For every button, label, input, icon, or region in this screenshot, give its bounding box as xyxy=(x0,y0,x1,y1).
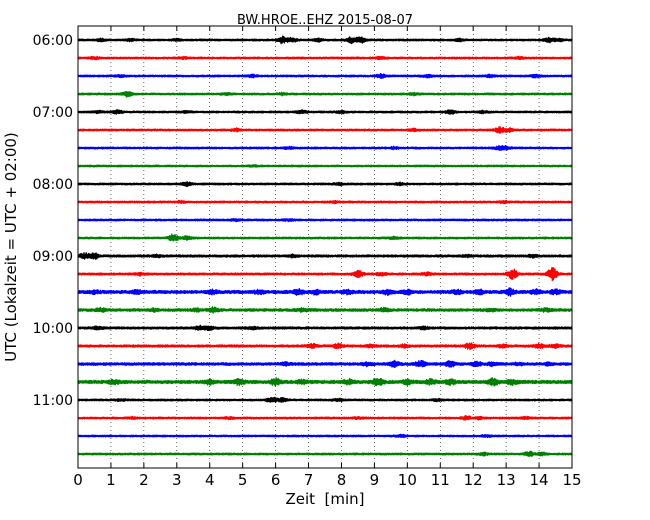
x-tick-label: 13 xyxy=(497,471,516,489)
y-axis: 06:00 07:00 08:00 09:00 10:00 11:00 xyxy=(33,33,572,409)
trace-row-0615 xyxy=(77,55,573,61)
x-tick-label: 7 xyxy=(304,471,314,489)
x-tick-label: 11 xyxy=(431,471,450,489)
trace-row-0945 xyxy=(77,306,573,314)
x-tick-label: 0 xyxy=(73,471,83,489)
x-tick-label: 6 xyxy=(271,471,281,489)
x-tick-label: 2 xyxy=(139,471,149,489)
x-tick-label: 12 xyxy=(464,471,483,489)
seismic-traces xyxy=(77,35,573,457)
trace-row-0700 xyxy=(77,108,573,115)
trace-row-0915 xyxy=(77,266,573,282)
x-tick-label: 14 xyxy=(530,471,549,489)
x-axis-label: Zeit [min] xyxy=(285,490,364,508)
y-axis-label: UTC (Lokalzeit = UTC + 02:00) xyxy=(2,132,20,362)
trace-row-0930 xyxy=(77,287,573,297)
trace-row-0630 xyxy=(77,73,573,80)
x-tick-label: 8 xyxy=(337,471,347,489)
x-tick-label: 4 xyxy=(205,471,215,489)
trace-row-1015 xyxy=(77,342,573,351)
x-tick-label: 3 xyxy=(172,471,182,489)
x-tick-label: 1 xyxy=(106,471,116,489)
trace-row-1000 xyxy=(77,324,573,332)
trace-row-0800 xyxy=(77,181,573,188)
trace-row-1130 xyxy=(77,433,573,439)
trace-row-0845 xyxy=(77,233,573,242)
chart-title: BW.HROE..EHZ 2015-08-07 xyxy=(237,13,413,28)
trace-row-1115 xyxy=(77,415,573,421)
trace-row-0745 xyxy=(77,164,573,168)
trace-row-0830 xyxy=(77,217,573,223)
y-tick-label: 11:00 xyxy=(33,393,73,409)
trace-row-0715 xyxy=(77,126,573,134)
trace-row-0900 xyxy=(77,252,573,260)
x-tick-label: 5 xyxy=(238,471,248,489)
x-tick-label: 9 xyxy=(370,471,380,489)
y-tick-label: 06:00 xyxy=(33,33,73,49)
grid-lines xyxy=(110,26,540,468)
trace-row-1045 xyxy=(77,377,573,387)
x-tick-label: 10 xyxy=(398,471,417,489)
y-tick-label: 09:00 xyxy=(33,249,73,265)
trace-row-0600 xyxy=(77,35,573,45)
y-tick-label: 10:00 xyxy=(33,321,73,337)
trace-row-0730 xyxy=(77,144,573,151)
trace-row-0815 xyxy=(77,199,573,205)
plot-frame xyxy=(77,25,573,469)
trace-row-1030 xyxy=(77,359,573,368)
trace-row-0645 xyxy=(77,91,573,98)
y-tick-label: 08:00 xyxy=(33,177,73,193)
y-tick-label: 07:00 xyxy=(33,105,73,121)
trace-row-1145 xyxy=(77,450,573,457)
x-tick-label: 15 xyxy=(562,471,581,489)
x-axis: 0 1 2 3 4 5 6 7 8 9 10 11 12 13 14 15 xyxy=(73,26,582,489)
trace-row-1100 xyxy=(77,396,573,404)
